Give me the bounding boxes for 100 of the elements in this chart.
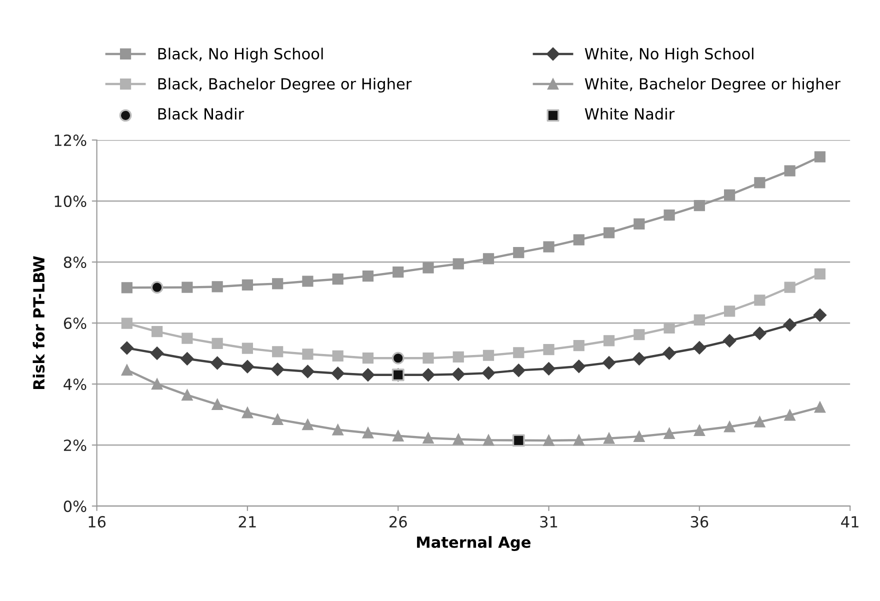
point xyxy=(603,432,615,444)
point xyxy=(813,308,827,322)
point xyxy=(422,432,434,444)
point xyxy=(603,227,615,238)
point xyxy=(150,346,164,360)
x-tick-label: 21 xyxy=(238,516,256,528)
point xyxy=(452,351,464,362)
point xyxy=(814,402,826,413)
point xyxy=(724,306,736,317)
point xyxy=(272,278,284,290)
point xyxy=(361,368,375,382)
point xyxy=(302,348,314,360)
point xyxy=(152,326,163,338)
point xyxy=(662,346,676,360)
point xyxy=(814,268,826,280)
point xyxy=(301,364,314,378)
point xyxy=(573,340,584,352)
point xyxy=(392,430,404,442)
point xyxy=(753,326,766,340)
point xyxy=(121,282,132,294)
point xyxy=(302,419,314,430)
point xyxy=(242,279,254,290)
y-tick-label: 12% xyxy=(54,134,86,146)
point xyxy=(634,218,645,230)
point xyxy=(634,329,645,340)
point xyxy=(573,234,584,246)
point xyxy=(392,266,404,278)
point xyxy=(543,434,554,446)
point xyxy=(152,378,163,390)
point xyxy=(724,421,736,432)
point xyxy=(664,322,675,334)
point xyxy=(271,362,284,376)
legend-label: Black Nadir xyxy=(158,108,244,120)
y-tick-label: 6% xyxy=(64,318,86,330)
x-axis-title: Maternal Age xyxy=(417,536,530,552)
point xyxy=(664,210,675,221)
y-tick-label: 0% xyxy=(64,500,86,512)
point xyxy=(754,416,766,428)
y-axis-title: Risk for PT-LBW xyxy=(32,256,45,389)
legend-label: White, Bachelor Degree or higher xyxy=(584,78,840,93)
x-tick-label: 41 xyxy=(841,516,858,528)
point xyxy=(302,276,314,287)
y-tick-label: 10% xyxy=(54,196,86,208)
point xyxy=(543,241,554,252)
legend-label: Black, Bachelor Degree or Higher xyxy=(158,78,412,93)
point xyxy=(272,346,284,358)
point xyxy=(331,366,344,380)
point xyxy=(482,366,496,380)
point xyxy=(754,294,766,306)
point xyxy=(362,427,374,438)
point xyxy=(572,360,586,373)
legend-label: White Nadir xyxy=(584,108,675,120)
point xyxy=(783,318,796,332)
point xyxy=(422,262,434,274)
point xyxy=(602,356,616,370)
x-tick-label: 26 xyxy=(390,516,407,528)
point xyxy=(482,350,494,361)
point xyxy=(482,434,494,446)
point xyxy=(603,335,615,346)
point xyxy=(121,364,132,376)
point xyxy=(212,398,223,410)
point xyxy=(512,364,526,377)
point xyxy=(242,407,254,418)
point xyxy=(694,314,705,326)
point xyxy=(422,368,435,382)
x-tick-label: 16 xyxy=(88,516,106,528)
point xyxy=(362,352,374,364)
x-tick-label: 36 xyxy=(690,516,708,528)
point xyxy=(182,282,193,293)
y-tick-label: 8% xyxy=(64,256,86,268)
point xyxy=(332,424,344,436)
point xyxy=(784,410,796,421)
point xyxy=(632,352,646,366)
point xyxy=(182,332,193,344)
y-tick-label: 4% xyxy=(64,378,86,390)
point xyxy=(182,389,193,401)
point xyxy=(210,356,224,370)
point xyxy=(121,318,132,329)
point xyxy=(452,368,465,381)
point xyxy=(362,270,374,282)
point xyxy=(150,281,164,294)
point xyxy=(722,334,736,348)
point xyxy=(543,344,554,356)
point xyxy=(392,352,404,364)
legend-label: White, No High School xyxy=(584,48,754,62)
legend-label: Black, No High School xyxy=(158,48,323,62)
point xyxy=(512,434,525,447)
point xyxy=(784,165,796,176)
point xyxy=(694,424,705,436)
point xyxy=(180,352,194,366)
point xyxy=(664,428,675,440)
point xyxy=(212,281,223,292)
point xyxy=(452,258,464,270)
point xyxy=(513,347,524,358)
y-tick-label: 2% xyxy=(64,440,86,452)
x-tick-label: 31 xyxy=(540,516,558,528)
point xyxy=(240,360,254,374)
point xyxy=(692,341,706,354)
point xyxy=(332,274,344,285)
point xyxy=(754,177,766,188)
